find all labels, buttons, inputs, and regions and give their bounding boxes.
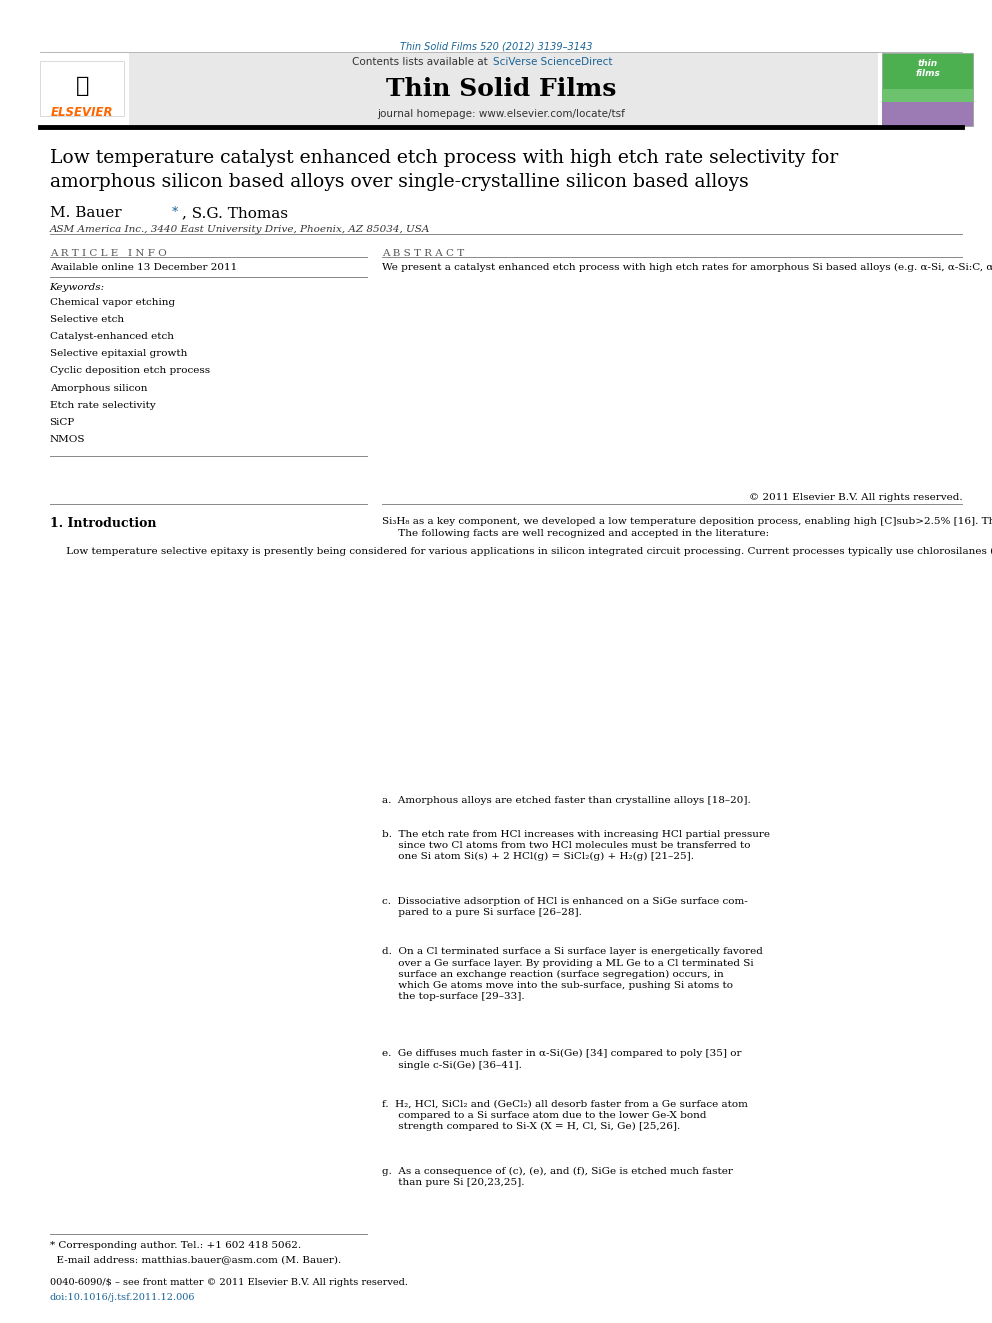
Text: thin
films: thin films [915, 60, 940, 78]
Text: A R T I C L E   I N F O: A R T I C L E I N F O [50, 249, 167, 258]
Text: d.  On a Cl terminated surface a Si surface layer is energetically favored
     : d. On a Cl terminated surface a Si surfa… [382, 947, 763, 1002]
Text: Available online 13 December 2011: Available online 13 December 2011 [50, 263, 237, 273]
Text: ASM America Inc., 3440 East University Drive, Phoenix, AZ 85034, USA: ASM America Inc., 3440 East University D… [50, 225, 430, 234]
Text: Low temperature catalyst enhanced etch process with high etch rate selectivity f: Low temperature catalyst enhanced etch p… [50, 149, 838, 191]
Text: 🌲: 🌲 [75, 75, 89, 97]
Text: 1. Introduction: 1. Introduction [50, 517, 156, 531]
Text: Selective etch: Selective etch [50, 315, 124, 324]
Text: c.  Dissociative adsorption of HCl is enhanced on a SiGe surface com-
     pared: c. Dissociative adsorption of HCl is enh… [382, 897, 748, 917]
Text: Thin Solid Films: Thin Solid Films [386, 77, 616, 101]
Text: M. Bauer: M. Bauer [50, 206, 126, 221]
Text: e.  Ge diffuses much faster in α-Si(Ge) [34] compared to poly [35] or
     singl: e. Ge diffuses much faster in α-Si(Ge) [… [382, 1049, 741, 1070]
Text: * Corresponding author. Tel.: +1 602 418 5062.: * Corresponding author. Tel.: +1 602 418… [50, 1241, 301, 1250]
Text: ELSEVIER: ELSEVIER [51, 106, 114, 119]
Text: f.  H₂, HCl, SiCl₂ and (GeCl₂) all desorb faster from a Ge surface atom
     com: f. H₂, HCl, SiCl₂ and (GeCl₂) all desorb… [382, 1099, 748, 1131]
Text: Etch rate selectivity: Etch rate selectivity [50, 401, 156, 410]
Text: Selective epitaxial growth: Selective epitaxial growth [50, 349, 186, 359]
Text: We present a catalyst enhanced etch process with high etch rates for amorphous S: We present a catalyst enhanced etch proc… [382, 263, 992, 273]
Text: E-mail address: matthias.bauer@asm.com (M. Bauer).: E-mail address: matthias.bauer@asm.com (… [50, 1256, 341, 1265]
Text: b.  The etch rate from HCl increases with increasing HCl partial pressure
     s: b. The etch rate from HCl increases with… [382, 830, 770, 861]
Text: SciVerse ScienceDirect: SciVerse ScienceDirect [493, 57, 612, 67]
Text: a.  Amorphous alloys are etched faster than crystalline alloys [18–20].: a. Amorphous alloys are etched faster th… [382, 796, 751, 806]
Text: Keywords:: Keywords: [50, 283, 105, 292]
Text: Amorphous silicon: Amorphous silicon [50, 384, 147, 393]
Text: Thin Solid Films 520 (2012) 3139–3143: Thin Solid Films 520 (2012) 3139–3143 [400, 41, 592, 52]
Text: NMOS: NMOS [50, 435, 85, 445]
Text: Catalyst-enhanced etch: Catalyst-enhanced etch [50, 332, 174, 341]
Text: A B S T R A C T: A B S T R A C T [382, 249, 464, 258]
Text: SiCP: SiCP [50, 418, 74, 427]
Text: journal homepage: www.elsevier.com/locate/tsf: journal homepage: www.elsevier.com/locat… [377, 108, 625, 119]
Text: Chemical vapor etching: Chemical vapor etching [50, 298, 175, 307]
Text: Low temperature selective epitaxy is presently being considered for various appl: Low temperature selective epitaxy is pre… [50, 546, 992, 556]
Text: g.  As a consequence of (c), (e), and (f), SiGe is etched much faster
     than : g. As a consequence of (c), (e), and (f)… [382, 1167, 733, 1187]
Text: *: * [172, 206, 178, 220]
Text: Contents lists available at: Contents lists available at [352, 57, 491, 67]
Text: 0040-6090/$ – see front matter © 2011 Elsevier B.V. All rights reserved.: 0040-6090/$ – see front matter © 2011 El… [50, 1278, 408, 1287]
Text: Si₃H₈ as a key component, we developed a low temperature deposition process, ena: Si₃H₈ as a key component, we developed a… [382, 517, 992, 537]
Text: © 2011 Elsevier B.V. All rights reserved.: © 2011 Elsevier B.V. All rights reserved… [749, 493, 962, 503]
Text: doi:10.1016/j.tsf.2011.12.006: doi:10.1016/j.tsf.2011.12.006 [50, 1293, 195, 1302]
Text: , S.G. Thomas: , S.G. Thomas [182, 206, 288, 221]
Text: Cyclic deposition etch process: Cyclic deposition etch process [50, 366, 209, 376]
